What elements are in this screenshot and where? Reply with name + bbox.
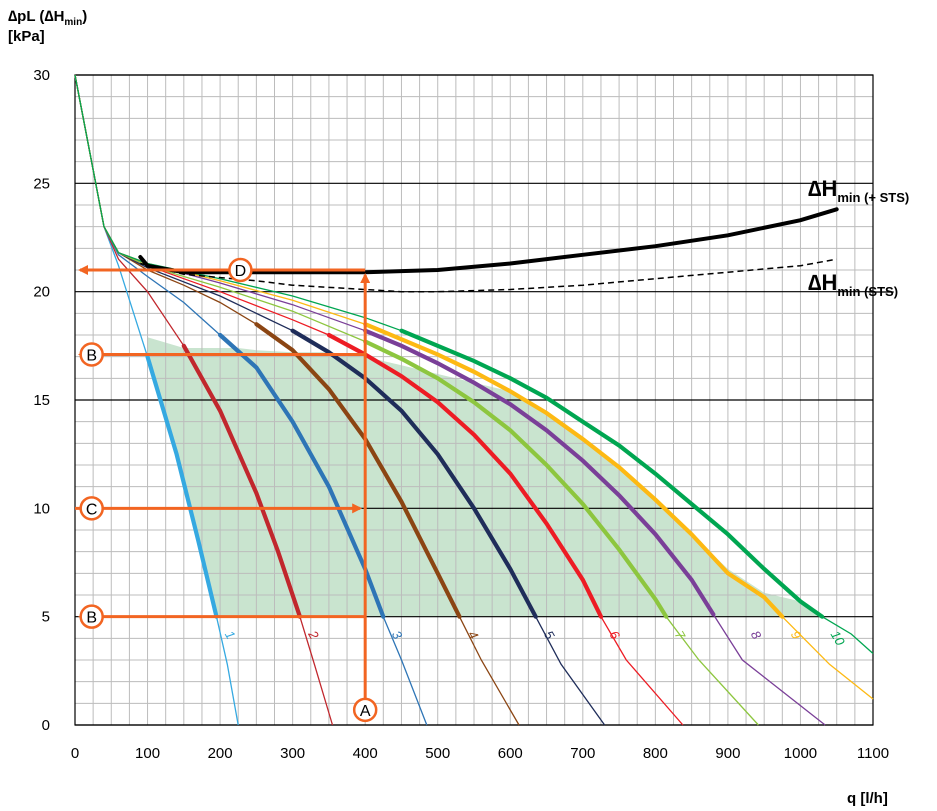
delta-h-curves xyxy=(138,207,839,293)
y-axis-title-main: ∆pL (∆H xyxy=(8,8,65,25)
curve-7-range xyxy=(363,339,669,619)
y-tick-15: 15 xyxy=(33,392,50,409)
y-tick-20: 20 xyxy=(33,284,50,301)
curve-label-9: 9 xyxy=(788,628,805,642)
curve-2-range xyxy=(181,343,302,619)
x-tick-300: 300 xyxy=(280,745,305,762)
plot-frame xyxy=(74,74,874,726)
curve-label-8: 8 xyxy=(748,628,765,642)
y-axis-unit: [kPa] xyxy=(8,28,45,45)
y-tick-0: 0 xyxy=(42,717,50,734)
y-axis-title: ∆pL (∆Hmin) [kPa] xyxy=(8,8,87,45)
curve-label-1: 1 xyxy=(222,628,239,642)
x-tick-1100: 1100 xyxy=(857,745,889,762)
x-tick-100: 100 xyxy=(135,745,160,762)
x-tick-600: 600 xyxy=(498,745,523,762)
x-tick-800: 800 xyxy=(643,745,668,762)
marker-c-circle xyxy=(79,496,104,521)
curve-label-7: 7 xyxy=(672,628,689,642)
curve-label-4: 4 xyxy=(465,628,482,642)
curve-1-range xyxy=(145,354,219,619)
delta-h-sts-label: ∆Hmin (STS) xyxy=(808,270,898,299)
curve-6-range xyxy=(326,332,604,619)
y-tick-10: 10 xyxy=(33,500,50,517)
x-tick-0: 0 xyxy=(71,745,79,762)
x-tick-1000: 1000 xyxy=(784,745,817,762)
curve-10-range xyxy=(399,328,825,619)
x-tick-400: 400 xyxy=(353,745,378,762)
curves: 1 2 3 4 5 6 7 8 9 10 xyxy=(74,74,874,726)
y-tick-30: 30 xyxy=(33,67,50,84)
marker-b2-label: B xyxy=(86,610,97,627)
delta-h-plus-sts-sub: min (+ STS) xyxy=(837,190,909,205)
delta-h-sts-struck: STS xyxy=(868,284,894,299)
marker-b2-circle xyxy=(79,604,104,629)
marker-c-label: C xyxy=(86,501,98,518)
y-axis-title-sub: min xyxy=(64,17,83,28)
curve-5-range xyxy=(290,328,538,619)
y-axis-title-end: ) xyxy=(82,8,88,25)
y-tick-5: 5 xyxy=(42,609,50,626)
delta-h-min-sts-line xyxy=(140,258,837,293)
curve-label-3: 3 xyxy=(389,628,406,642)
marker-b1-label: B xyxy=(86,348,97,365)
shaded-area xyxy=(147,337,823,617)
marker-d-label: D xyxy=(235,263,247,280)
curve-8-range xyxy=(363,328,716,617)
x-tick-500: 500 xyxy=(425,745,450,762)
tick-labels: 0 100 200 300 400 500 600 700 800 900 1000 1100 0 5 10… xyxy=(33,67,889,762)
delta-h-plus-sts-label: ∆Hmin (+ STS) xyxy=(808,176,909,205)
y-tick-25: 25 xyxy=(33,175,50,192)
x-tick-700: 700 xyxy=(570,745,595,762)
marker-a-label: A xyxy=(360,703,371,720)
delta-h-sts-end: ) xyxy=(894,284,898,299)
x-tick-900: 900 xyxy=(715,745,740,762)
marker-a-circle xyxy=(352,697,378,723)
shaded-region xyxy=(147,337,823,617)
marker-b1-circle xyxy=(79,342,104,367)
delta-h-sts-sub: min ( xyxy=(837,284,869,299)
delta-h-min-plus-sts-line xyxy=(138,207,839,275)
x-tick-200: 200 xyxy=(208,745,233,762)
curve-9-range xyxy=(363,322,785,619)
reading-arrows xyxy=(75,265,371,700)
marker-d-circle xyxy=(228,257,253,283)
x-axis-title: q [l/h] xyxy=(847,790,888,807)
curve-3-range xyxy=(218,332,386,619)
